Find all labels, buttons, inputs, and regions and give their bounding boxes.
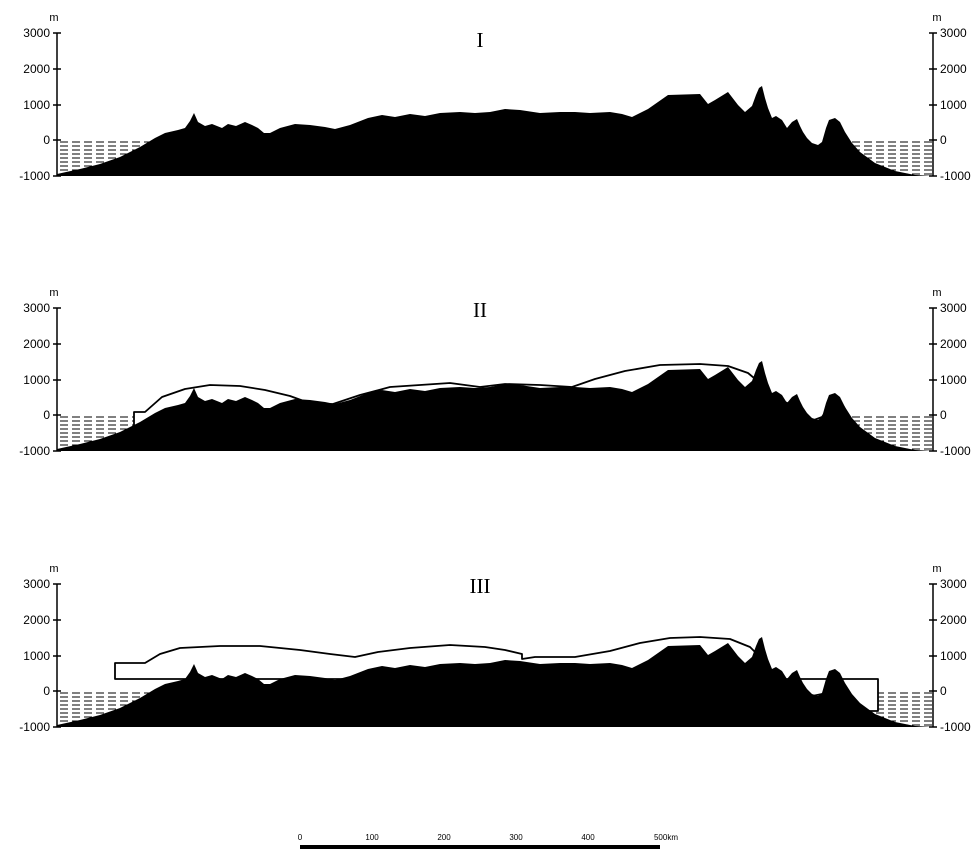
tick-0: 0 (43, 684, 50, 698)
land-profile (57, 361, 933, 451)
left-elevation-axis: m 3000 2000 1000 0 -1000 (19, 563, 61, 734)
profile-panel-1: m 3000 2000 1000 0 -1000 m 3000 2000 100… (19, 12, 971, 183)
scale-bar-line (300, 845, 660, 849)
tick-1000: 1000 (940, 649, 967, 663)
right-elevation-axis: m 3000 2000 1000 0 -1000 (929, 12, 971, 183)
tick-3000: 3000 (940, 26, 967, 40)
right-axis-unit: m (932, 12, 941, 24)
tick-1000: 1000 (23, 649, 50, 663)
tick-1000: 1000 (940, 373, 967, 387)
land-profile (57, 637, 933, 727)
tick-0: 0 (940, 408, 947, 422)
scale-label-500km: 500km (654, 833, 678, 842)
tick-0: 0 (940, 133, 947, 147)
panel-title: I (477, 28, 484, 52)
tick-minus-1000: -1000 (940, 720, 971, 734)
tick-minus-1000: -1000 (19, 444, 50, 458)
land-profile (57, 86, 933, 176)
tick-1000: 1000 (940, 98, 967, 112)
tick-1000: 1000 (23, 98, 50, 112)
left-elevation-axis: m 3000 2000 1000 0 -1000 (19, 12, 61, 183)
tick-minus-1000: -1000 (940, 444, 971, 458)
tick-minus-1000: -1000 (19, 169, 50, 183)
panel-title: II (473, 298, 487, 322)
right-axis-unit: m (932, 287, 941, 299)
tick-2000: 2000 (23, 337, 50, 351)
tick-3000: 3000 (940, 577, 967, 591)
scale-bar: 0 100 200 300 400 500km (298, 833, 678, 849)
profile-panel-2: m 3000 2000 1000 0 -1000 m 3000 2000 100… (19, 287, 971, 458)
panel-title: III (470, 574, 491, 598)
tick-3000: 3000 (23, 577, 50, 591)
tick-3000: 3000 (940, 301, 967, 315)
tick-2000: 2000 (23, 613, 50, 627)
tick-2000: 2000 (940, 337, 967, 351)
left-axis-unit: m (49, 563, 58, 575)
scale-label-0: 0 (298, 833, 303, 842)
tick-0: 0 (43, 133, 50, 147)
tick-2000: 2000 (940, 62, 967, 76)
scale-label-400: 400 (581, 833, 595, 842)
left-elevation-axis: m 3000 2000 1000 0 -1000 (19, 287, 61, 458)
tick-3000: 3000 (23, 26, 50, 40)
left-axis-unit: m (49, 12, 58, 24)
tick-2000: 2000 (940, 613, 967, 627)
tick-3000: 3000 (23, 301, 50, 315)
right-elevation-axis: m 3000 2000 1000 0 -1000 (929, 287, 971, 458)
tick-0: 0 (43, 408, 50, 422)
tick-2000: 2000 (23, 62, 50, 76)
right-elevation-axis: m 3000 2000 1000 0 -1000 (929, 563, 971, 734)
tick-minus-1000: -1000 (19, 720, 50, 734)
scale-label-100: 100 (365, 833, 379, 842)
tick-1000: 1000 (23, 373, 50, 387)
scale-label-300: 300 (509, 833, 523, 842)
left-axis-unit: m (49, 287, 58, 299)
tick-minus-1000: -1000 (940, 169, 971, 183)
tick-0: 0 (940, 684, 947, 698)
right-axis-unit: m (932, 563, 941, 575)
scale-label-200: 200 (437, 833, 451, 842)
profile-panel-3: m 3000 2000 1000 0 -1000 m 3000 2000 100… (19, 563, 971, 734)
